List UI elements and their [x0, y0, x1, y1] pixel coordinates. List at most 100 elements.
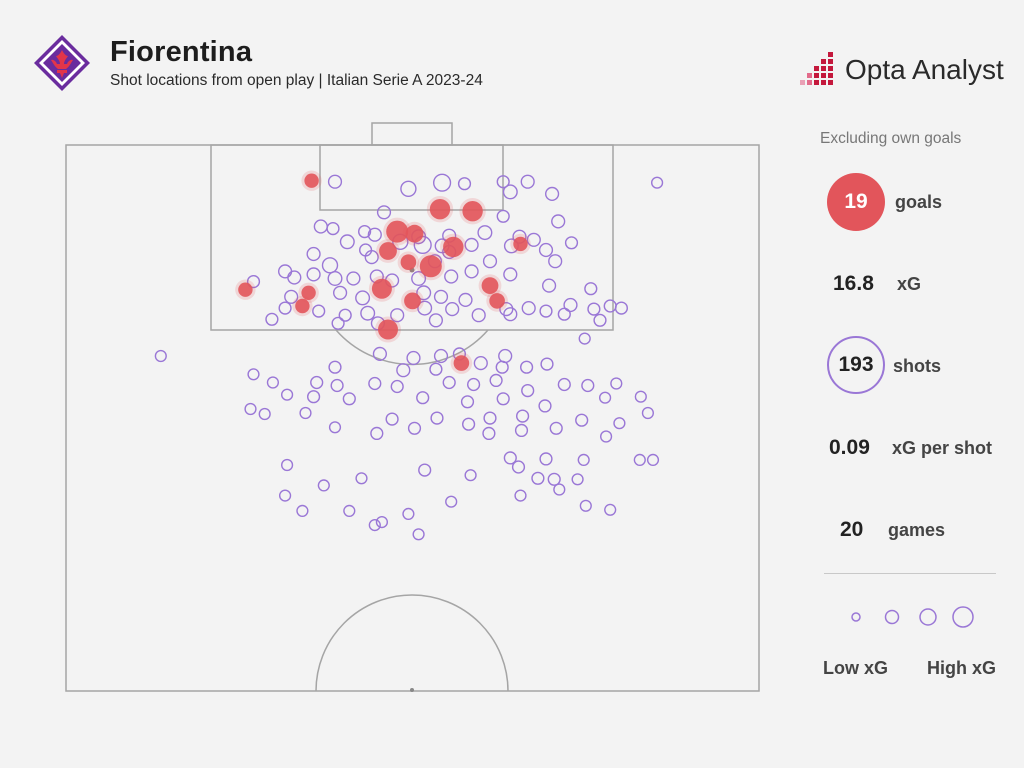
- shot-point-109: [416, 391, 430, 405]
- goal-point-2: [462, 201, 483, 222]
- shot-point-18: [477, 225, 493, 241]
- shot-point-152: [296, 504, 309, 518]
- shot-point-135: [577, 453, 590, 467]
- shot-point-75: [428, 313, 444, 328]
- fiorentina-lily-crest-icon: [34, 35, 90, 91]
- xg-label: xG: [897, 274, 922, 294]
- shot-point-123: [613, 417, 626, 430]
- shot-point-54: [416, 285, 432, 301]
- games-label: games: [888, 520, 946, 540]
- shots-badge: 193: [827, 336, 885, 394]
- shot-point-149: [514, 489, 527, 502]
- shot-point-93: [247, 368, 260, 381]
- shot-point-87: [396, 363, 411, 378]
- panel-note: Excluding own goals: [820, 130, 962, 147]
- shot-point-122: [575, 413, 589, 427]
- shot-point-147: [571, 473, 584, 486]
- shot-point-63: [614, 301, 629, 315]
- shot-point-73: [331, 316, 345, 330]
- shot-point-46: [464, 264, 479, 279]
- goals-label: goals: [895, 192, 943, 212]
- shot-point-99: [442, 375, 456, 390]
- page-subtitle: Shot locations from open play | Italian …: [110, 72, 483, 89]
- centre-circle: [315, 594, 509, 692]
- shot-point-117: [299, 406, 312, 420]
- shot-point-157: [412, 528, 425, 541]
- goal-point-3: [386, 220, 409, 243]
- shot-point-66: [338, 308, 352, 322]
- shot-point-145: [317, 479, 330, 492]
- games-value: 20: [840, 518, 864, 541]
- legend-low-label: Low xG: [823, 658, 889, 678]
- goal-point-7: [379, 242, 397, 260]
- shot-point-69: [417, 300, 433, 316]
- shots-label: shots: [893, 356, 942, 376]
- goal-point-11: [301, 285, 316, 300]
- shot-point-76: [265, 312, 279, 326]
- shot-point-81: [372, 346, 388, 362]
- goal-point-15: [404, 292, 421, 310]
- shot-point-113: [598, 391, 612, 404]
- shot-point-131: [549, 421, 563, 435]
- shot-point-40: [327, 271, 343, 287]
- shot-point-83: [433, 348, 449, 364]
- goal-point-18: [453, 355, 470, 371]
- shot-point-77: [593, 313, 607, 327]
- shot-point-139: [531, 471, 545, 485]
- shot-point-132: [599, 430, 613, 443]
- shot-point-68: [390, 308, 405, 323]
- shot-point-47: [503, 267, 518, 282]
- shot-point-115: [244, 402, 257, 416]
- goal-point-17: [378, 319, 398, 340]
- shot-point-56: [458, 292, 473, 308]
- shot-point-85: [498, 348, 513, 364]
- shot-point-7: [544, 186, 560, 202]
- shot-point-67: [360, 305, 376, 321]
- shot-point-100: [467, 377, 481, 392]
- goals-badge: 19: [827, 173, 885, 231]
- shot-point-158: [402, 507, 415, 521]
- shot-point-146: [553, 483, 566, 496]
- shot-point-155: [375, 515, 389, 529]
- goal-point-12: [371, 278, 392, 299]
- shot-point-114: [634, 390, 647, 403]
- shot-point-57: [499, 302, 514, 317]
- shot-point-101: [489, 373, 503, 388]
- shot-point-141: [355, 472, 368, 485]
- shot-point-148: [279, 489, 292, 502]
- shot-point-32: [364, 250, 379, 265]
- centre-spot: [410, 688, 414, 692]
- shot-point-58: [521, 301, 536, 316]
- goal-point-14: [489, 293, 505, 309]
- shot-point-3: [457, 177, 472, 191]
- shot-point-36: [548, 254, 563, 269]
- shot-map: [65, 122, 760, 692]
- shot-point-98: [390, 379, 404, 394]
- shot-point-120: [483, 411, 497, 425]
- shot-point-106: [281, 388, 294, 401]
- shot-point-119: [430, 411, 444, 425]
- shot-point-107: [307, 390, 321, 404]
- shot-point-2: [433, 173, 452, 192]
- shots-layer: [154, 173, 664, 541]
- shot-point-121: [515, 409, 530, 423]
- shot-point-71: [471, 308, 486, 323]
- shot-point-52: [333, 285, 348, 300]
- shot-point-78: [503, 307, 518, 322]
- shot-point-64: [278, 301, 292, 315]
- shot-point-70: [445, 302, 460, 317]
- shot-point-126: [370, 426, 384, 441]
- legend-circle-1: [851, 612, 861, 622]
- goal-point-0: [304, 173, 319, 188]
- shot-point-51: [284, 289, 299, 304]
- legend-circle-2: [884, 609, 900, 625]
- goal-point-16: [295, 298, 310, 314]
- shot-point-29: [538, 242, 554, 258]
- shot-point-80: [154, 349, 167, 363]
- goal-point-5: [443, 236, 464, 258]
- goals-value: 19: [844, 190, 868, 213]
- shot-point-4: [496, 175, 510, 189]
- shot-point-136: [633, 453, 646, 467]
- shot-point-133: [503, 451, 517, 465]
- shot-point-61: [587, 302, 601, 316]
